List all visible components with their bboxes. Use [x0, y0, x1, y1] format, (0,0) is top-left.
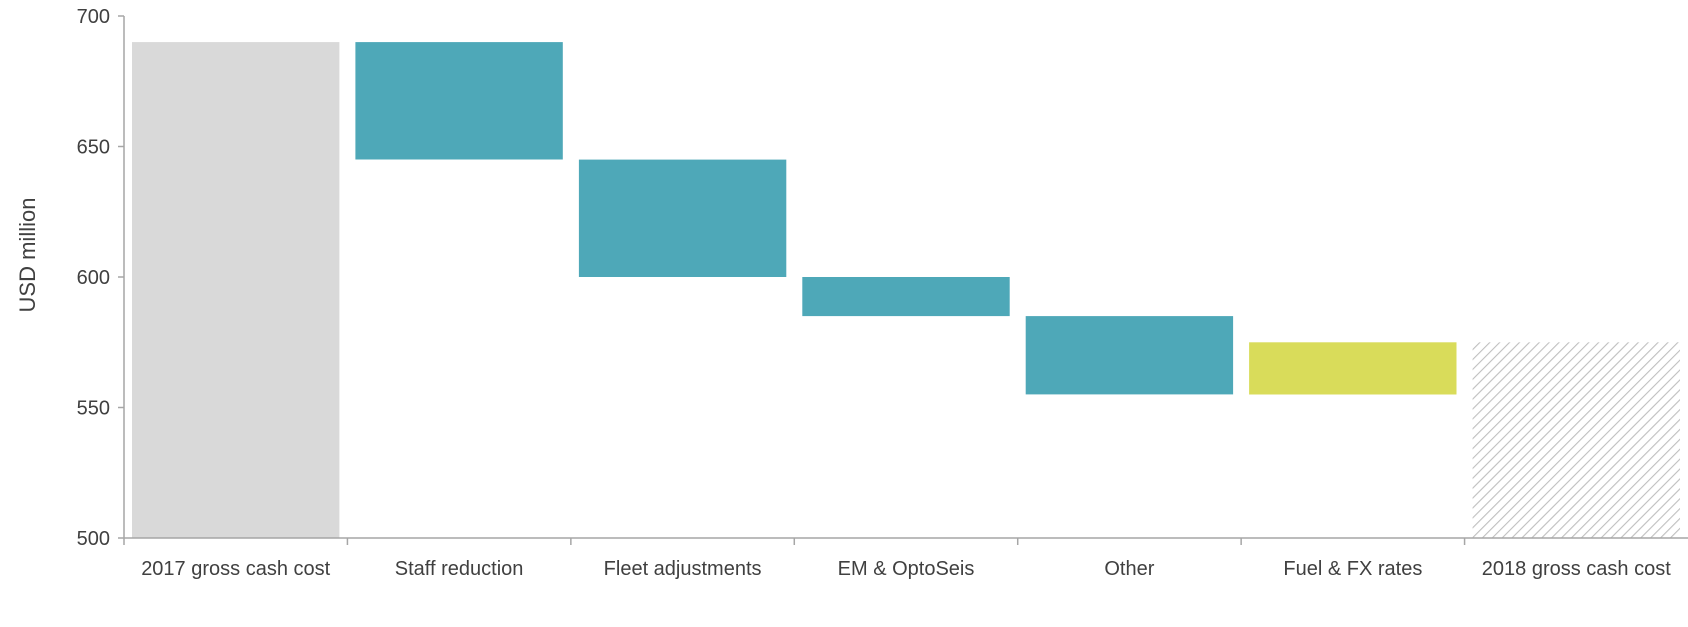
- axis-layer: [118, 15, 1688, 545]
- y-tick-label-4: 700: [77, 6, 110, 28]
- bar-6: [1472, 342, 1680, 539]
- y-axis-label: USD million: [15, 198, 40, 313]
- bars-layer: [132, 42, 1680, 539]
- y-tick-label-2: 600: [77, 267, 110, 289]
- bar-3: [802, 277, 1010, 317]
- x-category-label-1: Staff reduction: [395, 558, 524, 580]
- x-category-label-2: Fleet adjustments: [604, 558, 762, 580]
- x-category-label-6: 2018 gross cash cost: [1482, 558, 1671, 580]
- bar-0: [132, 42, 340, 538]
- x-category-label-3: EM & OptoSeis: [838, 558, 975, 580]
- bar-5: [1249, 342, 1457, 395]
- bar-2: [578, 159, 787, 277]
- y-tick-label-1: 550: [77, 398, 110, 420]
- x-category-label-4: Other: [1104, 558, 1154, 580]
- y-tick-label-0: 500: [77, 528, 110, 550]
- x-category-label-0: 2017 gross cash cost: [141, 558, 330, 580]
- bar-1: [355, 42, 563, 160]
- y-tick-label-3: 650: [77, 137, 110, 159]
- x-category-label-5: Fuel & FX rates: [1283, 558, 1422, 580]
- bar-4: [1025, 316, 1234, 395]
- labels-layer: 500 550 600 650 700 2017 gross cash cost Staff…: [77, 6, 1672, 580]
